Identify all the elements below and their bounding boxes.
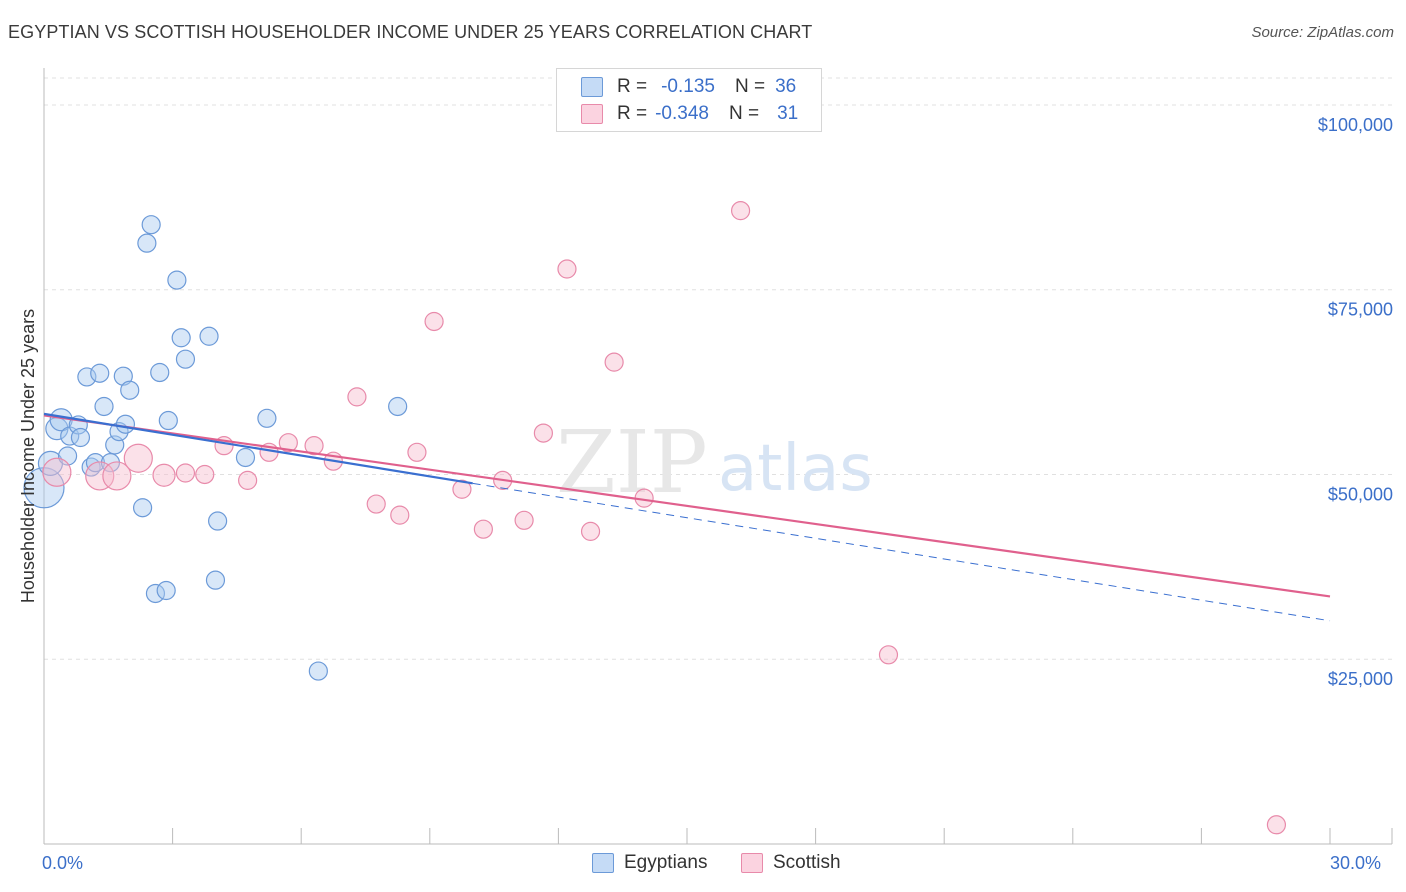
egyptians-point: [132, 498, 153, 518]
scottish-point: [878, 645, 899, 665]
scottish-point: [557, 259, 577, 279]
legend-row-egyptians: R = -0.135 N = 36: [581, 75, 796, 99]
scottish-point: [102, 461, 132, 491]
egyptians-point: [145, 583, 166, 604]
scottish-point: [123, 443, 153, 473]
scottish-swatch: [581, 104, 603, 124]
n-value: 31: [777, 103, 799, 124]
egyptians-point: [120, 380, 140, 400]
egyptians-point: [156, 580, 176, 601]
axes: [43, 68, 1393, 845]
watermark-atlas: atlas: [718, 432, 873, 506]
egyptians-point: [235, 447, 256, 468]
legend-item-scottish[interactable]: Scottish: [741, 852, 841, 874]
n-value: 36: [775, 76, 797, 97]
scottish-point: [424, 311, 444, 332]
egyptians-point: [158, 410, 178, 431]
trend-lines: [43, 412, 1331, 622]
scottish-point: [304, 436, 324, 456]
egyptians-point: [205, 570, 226, 590]
scottish-point: [347, 387, 367, 407]
r-label: R =: [617, 103, 648, 124]
egyptians-point: [57, 446, 78, 466]
x-min-label: 0.0%: [42, 853, 84, 873]
egyptians-point: [90, 363, 110, 383]
egyptians-legend-swatch: [592, 853, 614, 873]
egyptians-point: [257, 408, 277, 428]
egyptians-point: [137, 233, 157, 253]
y-tick-label: $100,000: [1318, 115, 1393, 135]
scottish-point: [604, 352, 624, 372]
egyptians-point: [308, 661, 328, 681]
r-label: R =: [617, 76, 648, 97]
y-tick-label: $75,000: [1328, 300, 1393, 320]
scottish-legend-label: Scottish: [773, 852, 841, 873]
egyptians-swatch: [581, 77, 603, 97]
egyptians-point: [141, 215, 161, 235]
egyptians-point: [167, 270, 187, 290]
scottish-point: [238, 470, 258, 490]
correlation-legend: R = -0.135 N = 36 R = -0.348 N = 31: [556, 68, 822, 132]
scottish-point: [390, 505, 410, 525]
scottish-point: [175, 463, 196, 483]
y-tick-labels: $100,000 $75,000 $50,000 $25,000: [1318, 115, 1393, 689]
scottish-point: [195, 464, 215, 485]
y-tick-label: $50,000: [1328, 484, 1393, 504]
scottish-legend-swatch: [741, 853, 763, 873]
scottish-point: [407, 442, 427, 462]
scottish-point: [473, 519, 493, 539]
r-value: -0.348: [655, 103, 709, 124]
scottish-point: [85, 461, 115, 491]
scottish-point: [366, 494, 386, 514]
scottish-point: [1266, 815, 1287, 835]
egyptians-point: [115, 414, 136, 434]
chart-title: EGYPTIAN VS SCOTTISH HOUSEHOLDER INCOME …: [8, 22, 813, 42]
egyptians-legend-label: Egyptians: [624, 852, 708, 873]
legend-item-egyptians[interactable]: Egyptians: [592, 852, 707, 874]
scottish-trend-line: [43, 414, 1331, 598]
watermark-zip: ZIP: [556, 413, 708, 513]
egyptians-point: [199, 326, 219, 346]
egyptians-point: [175, 349, 196, 369]
y-tick-label: $25,000: [1328, 669, 1393, 689]
y-axis-label: Householder Income Under 25 years: [18, 309, 38, 603]
data-points: [23, 201, 1287, 835]
scottish-point: [452, 479, 472, 499]
scottish-point: [514, 510, 534, 530]
source-label: Source: ZipAtlas.com: [1251, 24, 1394, 41]
gridlines: [44, 77, 1392, 660]
scottish-point: [533, 423, 553, 443]
r-value: -0.135: [661, 76, 715, 97]
n-label: N =: [728, 103, 760, 124]
egyptians-point: [113, 366, 133, 386]
egyptians-point: [94, 396, 114, 417]
scottish-point: [152, 463, 176, 487]
egyptians-point: [208, 511, 228, 531]
egyptians-point: [171, 328, 191, 348]
egyptians-trend-line: [43, 412, 473, 485]
n-label: N =: [734, 76, 766, 97]
egyptians-point: [388, 396, 408, 417]
scottish-point: [42, 457, 72, 487]
scottish-point: [580, 521, 601, 541]
egyptians-point: [70, 427, 91, 448]
x-max-label: 30.0%: [1330, 853, 1382, 873]
egyptians-point: [77, 367, 97, 387]
egyptians-point: [150, 362, 170, 383]
scottish-point: [730, 201, 751, 221]
scottish-point: [278, 433, 298, 453]
legend-row-scottish: R = -0.348 N = 31: [581, 102, 798, 126]
egyptians-trend-extension: [472, 482, 1331, 622]
